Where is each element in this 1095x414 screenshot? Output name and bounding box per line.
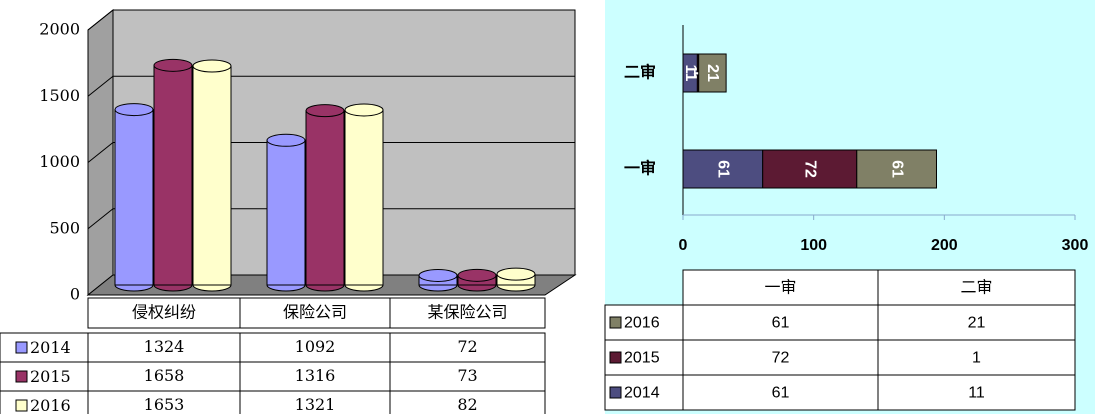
table-value: 82 — [457, 395, 477, 414]
legend-swatch — [609, 386, 622, 399]
bar — [344, 109, 384, 286]
table-value: 61 — [772, 315, 790, 332]
bar — [305, 110, 345, 286]
x-tick-label: 0 — [679, 237, 688, 254]
table-value: 1658 — [144, 366, 185, 385]
table-cell — [682, 374, 879, 411]
y-tick-label: 1000 — [39, 152, 80, 171]
bar-top — [457, 268, 497, 282]
legend-label: 2014 — [30, 338, 71, 357]
legend-swatch — [15, 399, 28, 412]
legend-label: 2015 — [30, 367, 71, 386]
grid-line — [87, 75, 575, 97]
bar — [192, 65, 232, 286]
table-cell — [239, 332, 391, 363]
x-tick-label: 100 — [800, 237, 827, 254]
table-value: 1321 — [295, 395, 336, 414]
legend-swatch — [15, 341, 28, 354]
table-value: 1316 — [295, 366, 336, 385]
table-cell — [239, 297, 391, 329]
category-label: 二审 — [960, 278, 992, 297]
bar-top — [344, 103, 384, 117]
bar-top — [153, 58, 193, 72]
bar-segment — [682, 149, 764, 189]
bar — [114, 109, 154, 286]
data-label: 72 — [802, 160, 819, 178]
data-label: 11 — [682, 65, 699, 82]
table-value: 73 — [457, 366, 477, 385]
legend-label: 2014 — [624, 385, 660, 402]
table-value: 1653 — [144, 395, 185, 414]
bar-top — [266, 133, 306, 147]
table-value: 72 — [772, 350, 790, 367]
table-value: 1324 — [144, 337, 185, 356]
y-tick-label: 2000 — [39, 20, 80, 39]
category-label: 保险公司 — [283, 303, 347, 322]
bar-top — [192, 59, 232, 73]
bar-segment — [856, 149, 937, 189]
category-label: 某保险公司 — [427, 303, 507, 322]
table-value: 72 — [457, 337, 477, 356]
table-cell — [389, 361, 546, 392]
bar-top — [418, 268, 458, 282]
table-value: 1 — [972, 350, 981, 367]
table-cell — [0, 361, 89, 392]
bar-segment — [762, 149, 858, 189]
data-label: 61 — [715, 160, 732, 178]
legend-label: 2016 — [30, 396, 71, 414]
table-cell — [877, 269, 1076, 306]
legend-swatch — [15, 370, 28, 383]
table-value: 61 — [772, 385, 790, 402]
table-cell — [682, 269, 879, 306]
bar-top — [114, 103, 154, 117]
bar-segment — [698, 53, 727, 93]
table-cell — [389, 390, 546, 414]
legend-label: 2015 — [624, 350, 660, 367]
bar-top — [305, 104, 345, 118]
y-tick-label: 0 — [70, 285, 80, 304]
legend-label: 2016 — [624, 315, 660, 332]
table-cell — [877, 339, 1076, 376]
category-label: 侵权纠纷 — [132, 303, 196, 322]
legend-swatch — [609, 351, 622, 364]
x-tick-label: 300 — [1062, 237, 1089, 254]
grid-line — [87, 208, 575, 230]
category-label: 一审 — [764, 278, 796, 297]
y-tick-label: 二审 — [624, 63, 656, 82]
bar-top — [496, 267, 536, 281]
legend-swatch — [609, 316, 622, 329]
table-value: 11 — [968, 385, 985, 402]
y-tick-label: 1500 — [39, 86, 80, 105]
table-value: 1092 — [295, 337, 336, 356]
data-label: 21 — [704, 64, 721, 82]
table-cell — [389, 297, 546, 329]
bar — [153, 64, 193, 286]
y-tick-label: 一审 — [624, 159, 656, 178]
bar — [266, 139, 306, 286]
table-cell — [239, 361, 391, 392]
grid-line — [87, 9, 575, 31]
grid-line — [87, 142, 575, 163]
y-tick-label: 500 — [49, 218, 80, 237]
table-cell — [87, 361, 241, 392]
data-label: 61 — [888, 160, 905, 178]
table-cell — [389, 332, 546, 363]
x-tick-label: 200 — [931, 237, 958, 254]
table-value: 21 — [968, 315, 986, 332]
table-cell — [877, 304, 1076, 341]
table-cell — [877, 374, 1076, 411]
